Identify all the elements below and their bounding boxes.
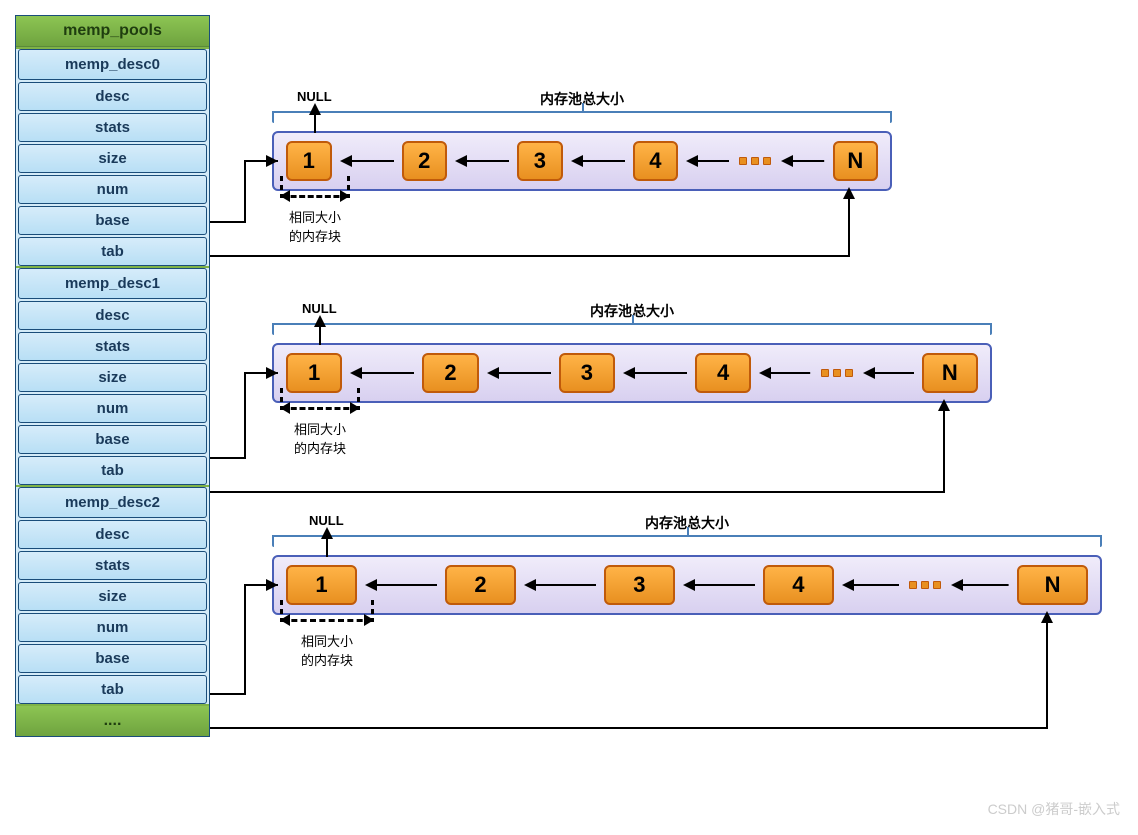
pool-container: 1 2 3 4 N bbox=[272, 343, 992, 403]
pool-block-1: 1 bbox=[286, 141, 332, 181]
pool-bracket bbox=[272, 111, 892, 129]
block-size-bracket bbox=[282, 619, 372, 627]
pool-block-N: N bbox=[1017, 565, 1088, 605]
block-size-label: 相同大小 的内存块 bbox=[280, 419, 360, 457]
desc1-stats: stats bbox=[18, 332, 207, 361]
desc-header-1: memp_desc1 bbox=[18, 268, 207, 299]
null-label: NULL bbox=[302, 301, 337, 316]
arrow-left-icon bbox=[455, 154, 509, 168]
desc0-base: base bbox=[18, 206, 207, 235]
arrow-left-icon bbox=[571, 154, 625, 168]
pool-container: 1 2 3 4 N bbox=[272, 555, 1102, 615]
pool-section-2: 内存池总大小NULL1 2 3 4 N相同大小 的内存块 bbox=[210, 513, 1138, 673]
sidebar-header: memp_pools bbox=[16, 16, 209, 47]
arrow-left-icon bbox=[781, 154, 824, 168]
block-size-bracket bbox=[282, 195, 348, 203]
arrow-left-icon bbox=[842, 578, 900, 592]
arrow-left-icon bbox=[365, 578, 437, 592]
watermark: CSDN @猪哥-嵌入式 bbox=[988, 799, 1120, 819]
pool-section-1: 内存池总大小NULL1 2 3 4 N相同大小 的内存块 bbox=[210, 301, 1138, 461]
desc-group-0: memp_desc0 desc stats size num base tab bbox=[16, 49, 209, 266]
pool-block-2: 2 bbox=[422, 353, 478, 393]
diagram-root: memp_pools memp_desc0 desc stats size nu… bbox=[15, 15, 1123, 737]
desc0-size: size bbox=[18, 144, 207, 173]
desc-header-2: memp_desc2 bbox=[18, 487, 207, 518]
desc2-size: size bbox=[18, 582, 207, 611]
desc2-num: num bbox=[18, 613, 207, 642]
arrow-left-icon bbox=[487, 366, 551, 380]
null-label: NULL bbox=[297, 89, 332, 104]
ellipsis-icon bbox=[739, 157, 771, 165]
pool-block-4: 4 bbox=[633, 141, 679, 181]
desc0-desc: desc bbox=[18, 82, 207, 111]
desc1-desc: desc bbox=[18, 301, 207, 330]
desc-group-2: memp_desc2 desc stats size num base tab bbox=[16, 487, 209, 704]
arrow-left-icon bbox=[340, 154, 394, 168]
pool-block-3: 3 bbox=[559, 353, 615, 393]
ellipsis-icon bbox=[909, 581, 941, 589]
arrow-left-icon bbox=[951, 578, 1009, 592]
desc1-tab: tab bbox=[18, 456, 207, 485]
desc2-base: base bbox=[18, 644, 207, 673]
desc1-base: base bbox=[18, 425, 207, 454]
pool-block-2: 2 bbox=[402, 141, 448, 181]
pool-block-N: N bbox=[922, 353, 978, 393]
block-size-label: 相同大小 的内存块 bbox=[275, 207, 355, 245]
desc0-stats: stats bbox=[18, 113, 207, 142]
pool-block-4: 4 bbox=[695, 353, 751, 393]
arrow-left-icon bbox=[686, 154, 729, 168]
desc2-desc: desc bbox=[18, 520, 207, 549]
arrow-left-icon bbox=[623, 366, 687, 380]
desc2-tab: tab bbox=[18, 675, 207, 704]
desc-group-1: memp_desc1 desc stats size num base tab bbox=[16, 268, 209, 485]
ellipsis-icon bbox=[821, 369, 853, 377]
block-size-label: 相同大小 的内存块 bbox=[287, 631, 367, 669]
null-label: NULL bbox=[309, 513, 344, 528]
desc2-stats: stats bbox=[18, 551, 207, 580]
pool-block-N: N bbox=[833, 141, 879, 181]
desc1-size: size bbox=[18, 363, 207, 392]
desc-header-0: memp_desc0 bbox=[18, 49, 207, 80]
arrow-left-icon bbox=[524, 578, 596, 592]
sidebar: memp_pools memp_desc0 desc stats size nu… bbox=[15, 15, 210, 737]
pool-block-2: 2 bbox=[445, 565, 516, 605]
arrow-left-icon bbox=[863, 366, 914, 380]
pool-block-3: 3 bbox=[604, 565, 675, 605]
pool-bracket bbox=[272, 323, 992, 341]
desc0-tab: tab bbox=[18, 237, 207, 266]
desc0-num: num bbox=[18, 175, 207, 204]
desc1-num: num bbox=[18, 394, 207, 423]
arrow-left-icon bbox=[683, 578, 755, 592]
pool-block-1: 1 bbox=[286, 565, 357, 605]
pool-section-0: 内存池总大小NULL1 2 3 4 N相同大小 的内存块 bbox=[210, 89, 1138, 249]
pool-block-1: 1 bbox=[286, 353, 342, 393]
pool-block-3: 3 bbox=[517, 141, 563, 181]
arrow-left-icon bbox=[350, 366, 414, 380]
pool-container: 1 2 3 4 N bbox=[272, 131, 892, 191]
pools-area: 内存池总大小NULL1 2 3 4 N相同大小 的内存块内存池总大小NULL1 … bbox=[210, 15, 1123, 737]
block-size-bracket bbox=[282, 407, 358, 415]
sidebar-footer: .... bbox=[16, 706, 209, 736]
pool-bracket bbox=[272, 535, 1102, 553]
arrow-left-icon bbox=[759, 366, 810, 380]
pool-block-4: 4 bbox=[763, 565, 834, 605]
